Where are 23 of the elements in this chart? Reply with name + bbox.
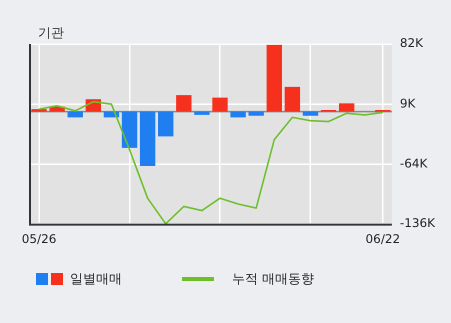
bar bbox=[122, 112, 138, 148]
bar bbox=[176, 95, 192, 112]
bar bbox=[284, 86, 300, 112]
bar bbox=[248, 112, 264, 116]
bar bbox=[338, 103, 354, 112]
y-tick-label: -64K bbox=[400, 156, 428, 171]
x-tick-label: 06/22 bbox=[366, 232, 400, 246]
bar bbox=[302, 112, 318, 116]
legend-label: 누적 매매동향 bbox=[232, 271, 314, 288]
bar bbox=[194, 112, 210, 115]
bar bbox=[230, 112, 246, 118]
x-tick-label: 05/26 bbox=[22, 232, 56, 246]
bar bbox=[140, 112, 156, 166]
bar bbox=[266, 44, 282, 112]
legend-label: 일별매매 bbox=[70, 271, 122, 288]
y-tick-label: 82K bbox=[400, 36, 424, 50]
y-tick-label: 9K bbox=[400, 96, 417, 110]
bar bbox=[68, 112, 83, 118]
bar bbox=[212, 98, 228, 112]
chart-title: 기관 bbox=[38, 25, 64, 42]
bar bbox=[158, 112, 174, 136]
bar bbox=[31, 109, 47, 112]
y-tick-label: -136K bbox=[400, 216, 436, 230]
